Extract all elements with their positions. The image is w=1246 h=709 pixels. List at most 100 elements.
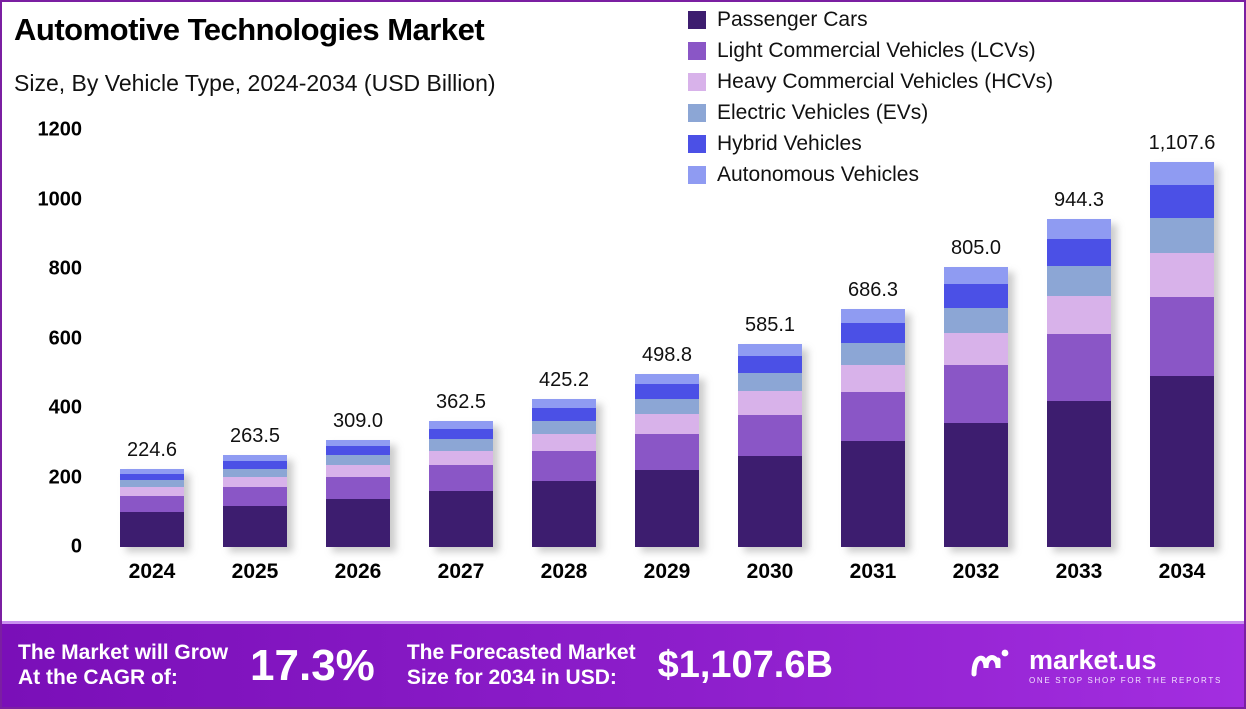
bar-segment [326,499,390,547]
y-tick-label: 400 [48,396,82,419]
bar-segment [944,365,1008,423]
brand-text: market.us ONE STOP SHOP FOR THE REPORTS [1028,644,1222,686]
forecast-value: $1,107.6B [657,644,833,686]
y-tick-label: 1000 [37,188,83,210]
bar-segment [1150,185,1214,218]
forecast-label: The Forecasted Market Size for 2034 in U… [407,641,636,691]
legend-swatch [688,42,706,60]
bar-segment [429,421,493,429]
bar-segment [841,391,905,441]
x-tick-label: 2033 [1055,560,1103,583]
bar-segment [532,420,596,434]
bar-segment [326,455,390,465]
bar-stack [841,308,905,548]
bar-segment [944,267,1008,285]
cagr-label-line2: At the CAGR of: [18,665,178,689]
bar-stack [1047,218,1111,547]
bar-segment [738,343,802,356]
x-tick-label: 2030 [746,560,794,583]
brand-name: market.us [1028,644,1157,675]
bar-segment [635,469,699,547]
bar-segment [429,450,493,466]
bar-segment [532,408,596,421]
marketus-logo: market.us ONE STOP SHOP FOR THE REPORTS [967,638,1222,693]
y-tick-label: 200 [48,466,82,489]
bar-segment [635,373,699,385]
cagr-label-line1: The Market will Grow [18,640,229,664]
x-tick-label: 2029 [643,560,691,583]
bar-group: 224.6 [120,130,184,547]
legend-swatch [688,135,706,153]
bar-segment [120,480,184,488]
x-tick-label: 2032 [952,560,1000,583]
bar-stack [223,455,287,547]
bar-segment [1150,162,1214,186]
bar-total-label: 224.6 [126,439,178,461]
bar-segment [120,496,184,513]
bar-total-label: 263.5 [229,425,281,448]
bar-segment [532,433,596,451]
legend-item: Light Commercial Vehicles (LCVs) [688,39,1053,63]
y-axis: 0 200 400 600 800 1000 1200 [2,119,90,558]
y-tick-label: 1200 [37,118,83,141]
bar-segment [944,422,1008,547]
bar-total-label: 498.8 [641,343,693,366]
bar-segment [120,487,184,497]
bar-segment [1150,252,1214,297]
bar-segment [944,307,1008,334]
bar-segment [738,456,802,547]
bar-total-label: 1,107.6 [1148,132,1216,155]
bar-segment [635,398,699,415]
legend-swatch [688,166,706,184]
bar-stack [326,439,390,547]
bar-segment [1047,266,1111,297]
bar-total-label: 944.3 [1053,188,1105,211]
bar-total-label: 425.2 [538,369,590,392]
legend-item: Passenger Cars [688,8,1053,32]
x-tick-label: 2031 [849,560,897,583]
bar-segment [223,476,287,488]
bar-segment [841,308,905,323]
legend-item: Heavy Commercial Vehicles (HCVs) [688,70,1053,94]
bar-segment [120,469,184,474]
bar-segment [1047,401,1111,547]
bar-segment [1047,333,1111,401]
bar-segment [841,343,905,365]
plot-area: 224.6 263.5 309.0 362.5 425.2 498.8 585.1 686.3… [102,130,1232,547]
x-tick-label: 2034 [1158,560,1206,583]
bar-segment [223,460,287,469]
bar-segment [738,355,802,374]
bar-segment [429,465,493,491]
bar-segment [1150,296,1214,376]
bar-segment [1150,217,1214,253]
bar-total-label: 309.0 [332,409,384,432]
cagr-label: The Market will Grow At the CAGR of: [18,641,228,691]
bar-segment [223,487,287,507]
bar-group: 498.8 [635,130,699,547]
bar-total-label: 805.0 [950,237,1002,260]
brand-tagline: ONE STOP SHOP FOR THE REPORTS [1028,675,1222,685]
legend-label: Hybrid Vehicles [717,132,862,155]
bar-segment [1047,218,1111,239]
forecast-label-line1: The Forecasted Market [406,640,636,664]
bar-stack [738,343,802,547]
bar-segment [326,446,390,456]
chart-subtitle: Size, By Vehicle Type, 2024-2034 (USD Bi… [14,70,496,96]
y-tick-label: 600 [48,327,82,349]
bar-total-label: 585.1 [744,313,796,336]
y-tick-label: 800 [48,257,82,280]
x-tick-label: 2028 [540,560,588,583]
bar-group: 585.1 [738,130,802,547]
bar-segment [326,464,390,478]
bar-segment [841,322,905,344]
legend-swatch [688,104,706,122]
bar-segment [635,434,699,470]
bar-segment [120,512,184,547]
cagr-value: 17.3% [250,640,375,690]
bar-total-label: 362.5 [435,391,487,413]
bar-segment [635,414,699,435]
bar-segment [841,440,905,547]
legend-label: Heavy Commercial Vehicles (HCVs) [717,70,1054,93]
bar-group: 263.5 [223,130,287,547]
